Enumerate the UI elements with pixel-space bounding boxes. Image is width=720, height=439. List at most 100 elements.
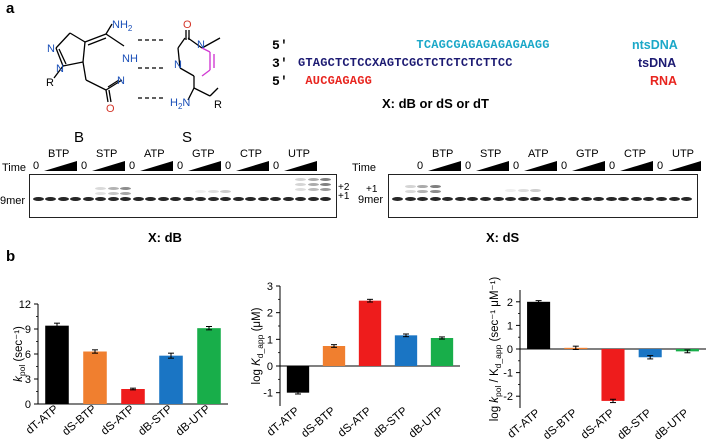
- gel-band-9mer: [45, 197, 57, 201]
- gel-zero-label: 0: [129, 160, 136, 172]
- strand-prime: 3′: [272, 56, 289, 71]
- gel-band-9mer: [132, 197, 144, 201]
- gel-zero-label: 0: [657, 160, 664, 172]
- x-tick-label: dS-BTP: [60, 403, 99, 438]
- gel-band-extension: [404, 190, 416, 193]
- gel-group-label: STP: [96, 148, 118, 160]
- gel-band-9mer: [555, 197, 567, 201]
- gel-group-label: ATP: [528, 148, 549, 160]
- y-tick-label: 6: [25, 349, 31, 361]
- gel-time-label: Time: [2, 162, 27, 174]
- x-tick-label: dT-ATP: [265, 405, 302, 439]
- gel-wedge: [44, 161, 77, 171]
- gel-band-9mer: [70, 197, 82, 201]
- gel-band-9mer: [593, 197, 605, 201]
- bar: [394, 335, 418, 366]
- y-axis-label: kpol (sec⁻¹): [13, 326, 27, 382]
- gel-caption: X: dS: [486, 230, 520, 245]
- gel-wedge: [92, 161, 125, 171]
- x-tick-label: dS-BTP: [299, 405, 338, 439]
- gel-wedge: [428, 161, 461, 171]
- gel-wedge: [476, 161, 509, 171]
- gel-zero-label: 0: [417, 160, 424, 172]
- gel-band-extension: [220, 190, 232, 193]
- gel-wedge: [572, 161, 605, 171]
- gel-extension-label: +1: [338, 191, 350, 202]
- strand-row-nts: 5′ TCAGCGAGAGAGAGAAGG ntsDNA: [272, 38, 712, 56]
- strand-name-nts: ntsDNA: [632, 38, 678, 52]
- gel-band-9mer: [417, 197, 429, 201]
- y-axis-label: log kpol / Kd_app (sec⁻¹ μM⁻¹): [489, 277, 503, 422]
- x-tick-label: dS-ATP: [579, 407, 617, 439]
- gel-band-9mer: [681, 197, 693, 201]
- gel-band-extension: [107, 192, 119, 195]
- gel-band-extension: [320, 188, 332, 191]
- gel-zero-label: 0: [609, 160, 616, 172]
- gel-band-9mer: [33, 197, 44, 201]
- gel-group-label: UTP: [288, 148, 310, 160]
- y-tick-label: 3: [25, 374, 31, 386]
- gel-band-9mer: [82, 197, 94, 201]
- gel-band-9mer: [505, 197, 517, 201]
- gel-band-9mer: [245, 197, 257, 201]
- bar: [197, 328, 221, 404]
- gel-dS: Time 0 BTP 0 STP 0 ATP 0 GTP 0 CTP 0 UTP 9mer +1 X: dS: [352, 146, 720, 246]
- gel-zero-label: 0: [513, 160, 520, 172]
- gel-band-9mer: [307, 197, 319, 201]
- gel-band-extension: [295, 188, 307, 191]
- gel-group-label: CTP: [624, 148, 646, 160]
- bar: [601, 349, 625, 401]
- gel-wedge: [188, 161, 221, 171]
- y-tick-label: 1: [507, 320, 513, 332]
- bar: [286, 366, 310, 393]
- gel-band-extension: [320, 183, 332, 186]
- gel-group-label: ATP: [144, 148, 165, 160]
- gel-band-9mer: [145, 197, 157, 201]
- atom-b-n1: N: [47, 43, 55, 55]
- y-tick-label: 0: [25, 399, 31, 411]
- gel-band-9mer: [195, 197, 207, 201]
- gel-caption: X: dB: [148, 230, 182, 245]
- gel-band-9mer: [442, 197, 454, 201]
- structure-b-label: B: [74, 129, 84, 146]
- gel-band-9mer: [454, 197, 466, 201]
- gel-marker-label: 9mer: [0, 195, 26, 207]
- base-pair-structure: N N N NH2 NH O R O N N H2N R B S: [46, 19, 222, 146]
- strand-seq-rna: AUCGAGAGG: [298, 74, 373, 88]
- atom-s-n2: N: [174, 59, 182, 71]
- gel-band-9mer: [392, 197, 404, 201]
- gel-group-label: BTP: [432, 148, 454, 160]
- gel-band-extension: [295, 183, 307, 186]
- gel-band-9mer: [232, 197, 244, 201]
- gel-band-9mer: [467, 197, 479, 201]
- gel-band-9mer: [404, 197, 416, 201]
- bar: [83, 351, 107, 404]
- gel-band-9mer: [282, 197, 294, 201]
- atom-s-o: O: [183, 19, 192, 31]
- gel-image: [388, 174, 698, 218]
- gel-band-extension: [307, 188, 319, 191]
- atom-b-n3: N: [117, 75, 125, 87]
- x-tick-label: dB-UTP: [652, 407, 691, 439]
- gel-band-extension: [530, 189, 542, 192]
- strand-seq-ts: GTAGCTCTCCXAGTCGCTCTCTCTCTTCC: [298, 56, 513, 70]
- gel-extension-label: +2: [338, 182, 350, 193]
- y-tick-label: 0: [267, 361, 273, 373]
- gel-band-9mer: [107, 197, 119, 201]
- atom-s-r: R: [214, 99, 222, 111]
- gel-band-9mer: [568, 197, 580, 201]
- x-tick-label: dB-STP: [616, 407, 655, 439]
- y-tick-label: -1: [503, 368, 513, 380]
- panel-b-label: b: [6, 248, 16, 265]
- gel-wedge: [140, 161, 173, 171]
- gel-band-9mer: [207, 197, 219, 201]
- gel-zero-label: 0: [561, 160, 568, 172]
- gel-band-9mer: [517, 197, 529, 201]
- strand-prime: 5′: [272, 74, 289, 89]
- gel-extension-label: +1: [366, 184, 378, 195]
- bar: [638, 349, 662, 358]
- atom-b-n2: N: [56, 63, 64, 75]
- y-tick-label: 0: [507, 344, 513, 356]
- x-tick-label: dS-ATP: [336, 405, 374, 439]
